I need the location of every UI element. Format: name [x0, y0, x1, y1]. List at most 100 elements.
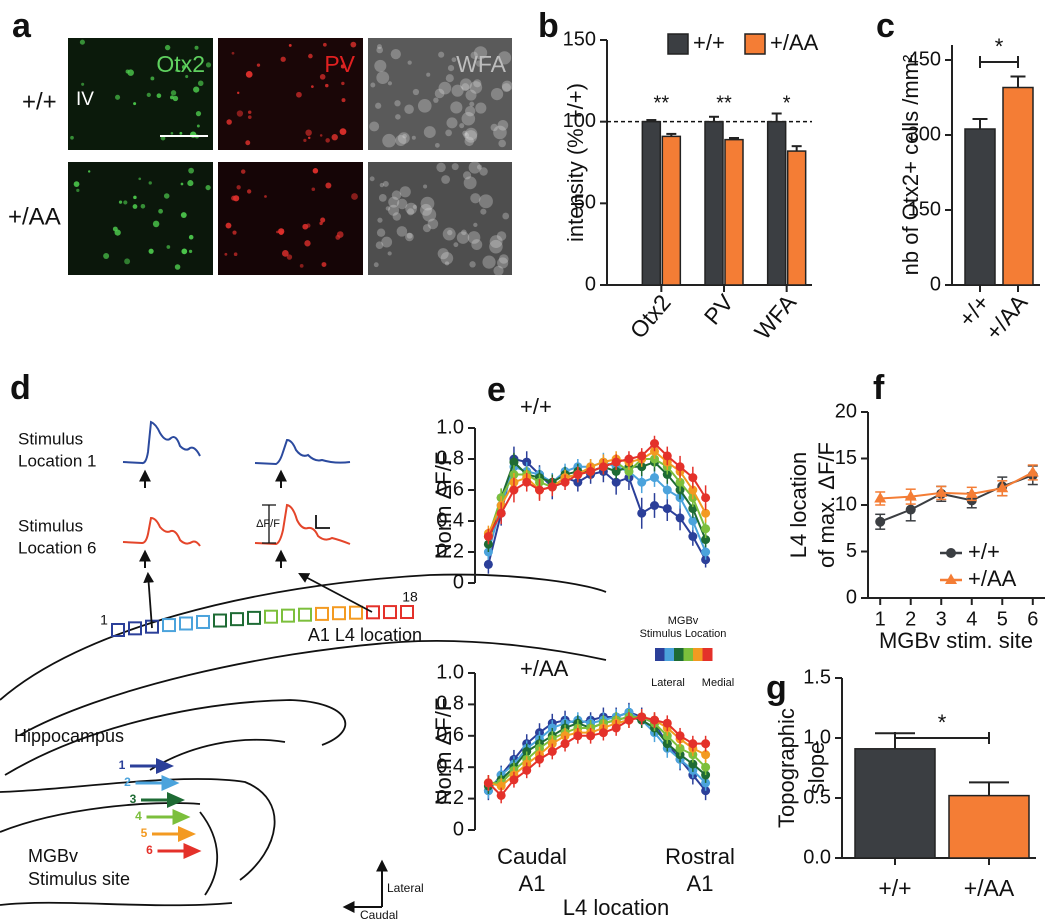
- cell: [434, 142, 440, 148]
- cell: [423, 126, 436, 139]
- cell: [247, 110, 252, 114]
- y-tick-label: 0.4: [436, 509, 464, 531]
- cell: [340, 64, 345, 69]
- x-tick-label: 3: [936, 608, 947, 630]
- cell: [451, 84, 464, 97]
- trace-label: Location 6: [18, 538, 96, 557]
- cell: [462, 130, 468, 136]
- data-point: [701, 739, 711, 749]
- location-label: 1: [100, 612, 108, 628]
- site-arrow-head: [156, 758, 174, 774]
- x-tick-label: +/AA: [964, 875, 1015, 901]
- cell: [163, 193, 170, 199]
- x-axis-label: MGBv stim. site: [879, 628, 1033, 653]
- y-tick-label: 15: [835, 447, 857, 469]
- cell: [276, 230, 279, 234]
- cell: [375, 102, 382, 109]
- cell: [79, 39, 85, 45]
- scale-bar: [315, 515, 330, 529]
- cell: [350, 41, 357, 48]
- data-point: [573, 470, 583, 479]
- cell: [476, 164, 483, 170]
- cell: [378, 194, 387, 202]
- cell: [469, 261, 476, 268]
- cell: [225, 222, 232, 229]
- cell: [237, 91, 240, 95]
- cell: [405, 202, 417, 215]
- cell: [461, 111, 476, 126]
- cell: [376, 71, 390, 85]
- bar: [766, 120, 787, 286]
- y-tick-label: 0.8: [436, 693, 464, 715]
- brain-outline: [19, 640, 607, 736]
- legend-swatch: [667, 33, 689, 55]
- cell: [312, 168, 319, 174]
- cell: [87, 170, 91, 173]
- significance: *: [995, 34, 1004, 59]
- layer-label: IV: [76, 89, 94, 110]
- cell: [447, 64, 455, 72]
- l4-locations: [111, 605, 414, 637]
- colorbar-label: Medial: [702, 677, 734, 689]
- cell: [437, 248, 449, 260]
- data-point: [560, 739, 570, 749]
- legend-label: +/AA: [770, 30, 819, 55]
- legend-marker: [946, 548, 956, 558]
- y-tick-label: 0.2: [436, 540, 464, 562]
- x-tick-label: 5: [997, 608, 1008, 630]
- cell: [369, 121, 380, 132]
- cell: [76, 188, 80, 192]
- cell: [382, 133, 396, 148]
- cell: [498, 139, 506, 148]
- data-point: [688, 532, 698, 541]
- cell: [406, 232, 413, 239]
- y-axis-label: slope: [804, 742, 829, 795]
- l4-square: [315, 606, 329, 621]
- data-point: [586, 466, 596, 476]
- cell: [148, 181, 152, 185]
- data-point: [611, 723, 621, 733]
- bar: [786, 150, 807, 286]
- site-arrow-head: [167, 792, 185, 808]
- cell: [480, 208, 487, 215]
- cell: [391, 190, 402, 200]
- cell: [81, 82, 85, 86]
- legend-label: +/+: [693, 30, 725, 55]
- series-line: [487, 442, 707, 537]
- cell: [482, 255, 496, 269]
- cell: [320, 217, 326, 223]
- l4-square: [298, 607, 312, 622]
- row-label: +/AA: [8, 203, 61, 230]
- l4-square: [196, 614, 210, 629]
- y-tick-label: 150: [908, 198, 941, 220]
- site-label: 4: [135, 809, 142, 823]
- y-tick-label: 0.6: [436, 724, 464, 746]
- panel-letter: c: [876, 7, 895, 45]
- cell: [156, 93, 162, 99]
- y-tick-label: 450: [908, 48, 941, 70]
- cell: [451, 57, 457, 63]
- data-point: [509, 457, 519, 467]
- channel-label: PV: [324, 51, 355, 77]
- cell: [351, 193, 358, 200]
- l4-square: [383, 605, 397, 620]
- x-tick-label: Otx2: [625, 289, 676, 343]
- data-point: [904, 490, 917, 501]
- l4-square: [213, 613, 227, 628]
- y-tick-label: 0: [930, 273, 941, 295]
- cell: [181, 248, 188, 255]
- cell: [170, 90, 177, 96]
- cell: [319, 74, 326, 80]
- data-point: [547, 482, 557, 492]
- cell: [236, 185, 241, 190]
- colorbar-segment: [655, 648, 665, 661]
- cell: [245, 71, 253, 78]
- cell: [463, 171, 472, 180]
- l4-square: [111, 623, 125, 637]
- cell: [442, 227, 456, 241]
- site-label: 5: [141, 826, 148, 840]
- cell: [175, 69, 178, 72]
- series-line: [880, 471, 1034, 500]
- data-point: [996, 481, 1009, 493]
- cell: [396, 198, 408, 210]
